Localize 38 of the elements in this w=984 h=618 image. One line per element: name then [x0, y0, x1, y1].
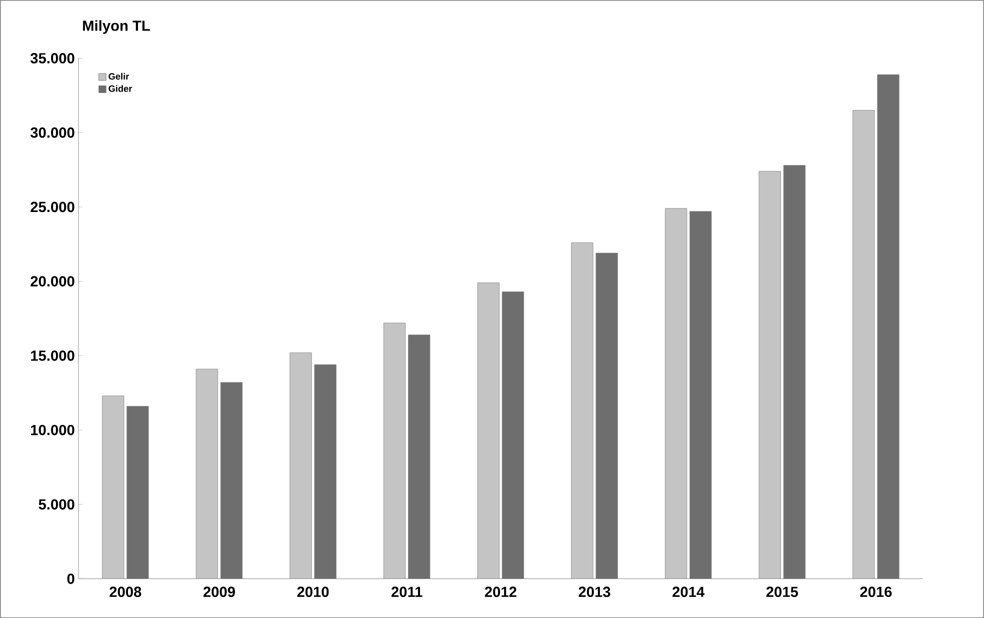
- bar: [196, 368, 218, 579]
- bar: [314, 364, 336, 579]
- bar: [877, 74, 900, 579]
- bar: [220, 382, 243, 579]
- bar: [664, 208, 688, 579]
- x-tick-label: 2009: [203, 586, 235, 597]
- bar: [502, 291, 524, 579]
- x-tick-label: 2013: [578, 586, 610, 597]
- x-tick-label: 2010: [297, 586, 329, 597]
- x-tick-label: 2015: [766, 586, 798, 597]
- y-tick-label: 25.000: [30, 202, 74, 212]
- bar: [783, 165, 806, 579]
- bar: [571, 242, 594, 579]
- bar: [852, 110, 875, 579]
- legend-label: Gelir: [108, 72, 130, 80]
- bar: [758, 170, 781, 579]
- y-tick-label: 20.000: [30, 276, 74, 286]
- y-tick-label: 10.000: [31, 424, 74, 436]
- bar: [477, 282, 500, 579]
- bar: [596, 252, 618, 579]
- bar: [102, 396, 124, 579]
- bar: [408, 334, 430, 579]
- bar: [384, 322, 406, 579]
- bar: [126, 406, 149, 579]
- y-tick-label: 0: [67, 573, 74, 584]
- x-tick-label: 2008: [110, 586, 142, 597]
- y-tick-label: 35.000: [30, 52, 74, 64]
- x-tick-label: 2014: [672, 586, 705, 597]
- y-tick-label: 5.000: [38, 499, 74, 510]
- y-axis-title: Milyon TL: [83, 20, 150, 34]
- bar: [290, 352, 312, 579]
- y-tick-label: 30.000: [30, 127, 74, 138]
- x-tick-label: 2016: [860, 586, 892, 597]
- x-tick-label: 2011: [391, 586, 422, 597]
- y-tick-label: 15.000: [31, 350, 74, 361]
- x-tick-label: 2012: [484, 586, 516, 597]
- bar: [690, 211, 712, 579]
- legend-label: Gider: [108, 85, 132, 92]
